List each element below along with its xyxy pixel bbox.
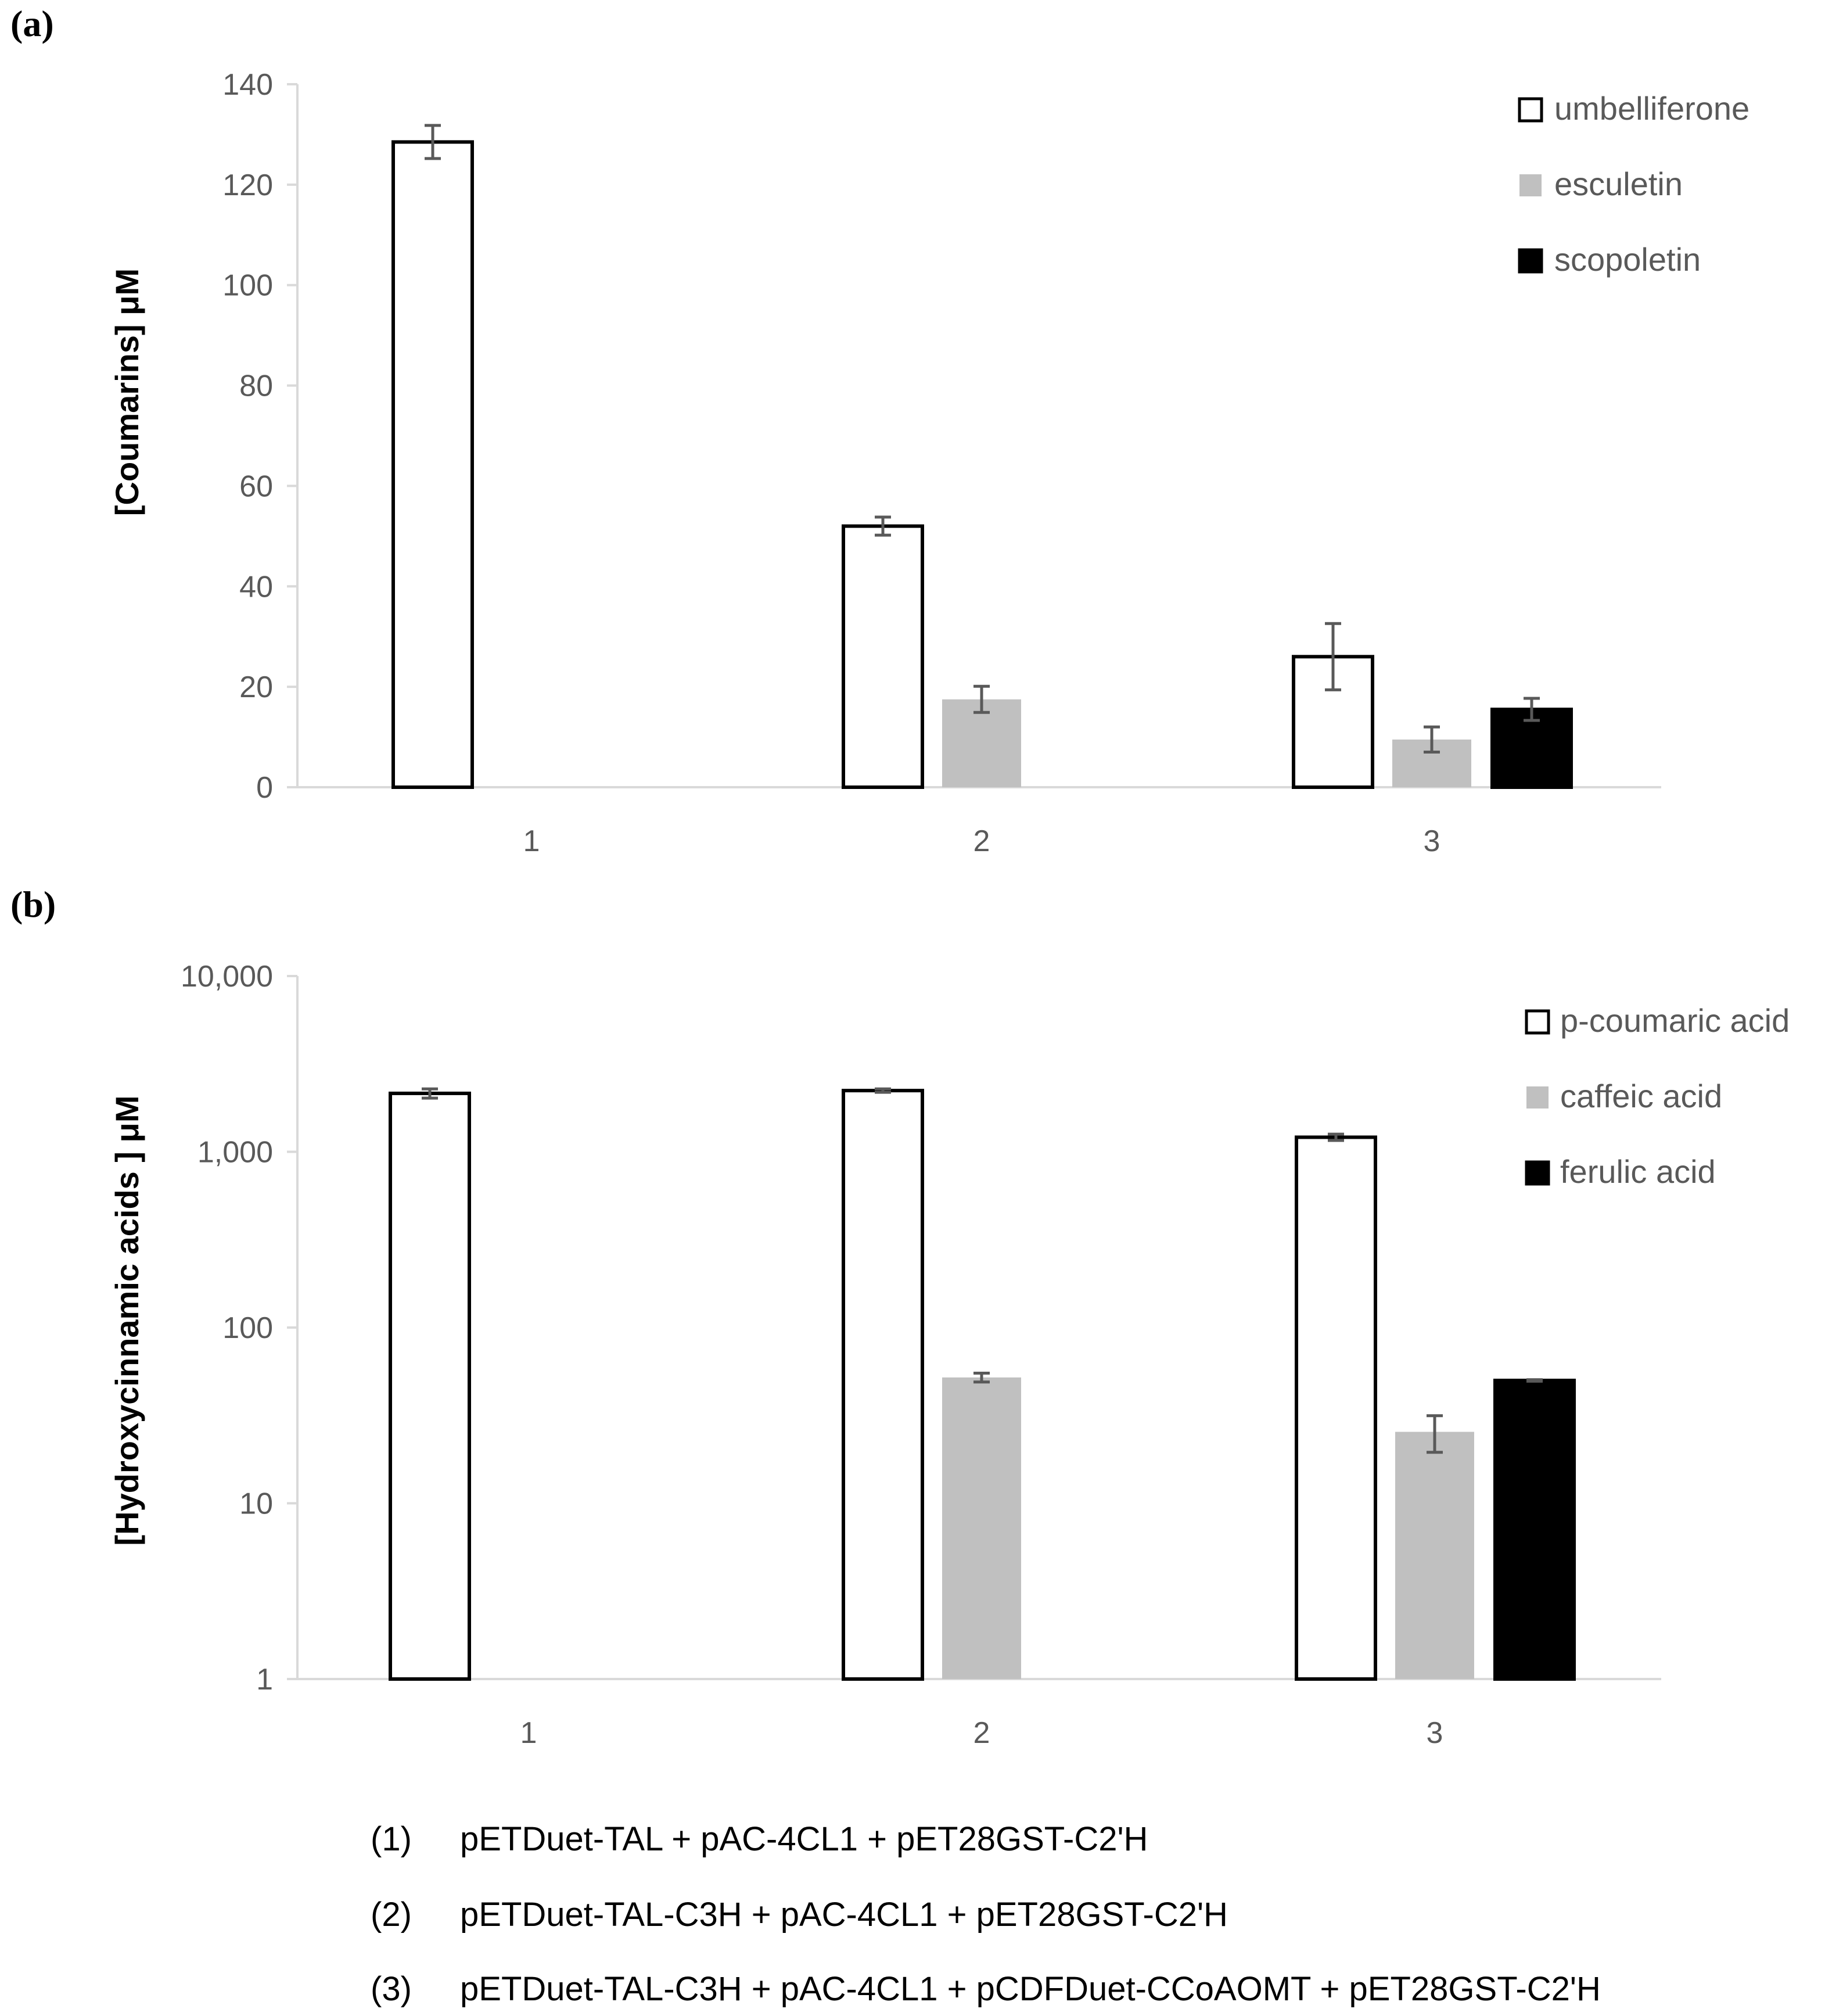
y-tick-label: 1,000 bbox=[197, 1136, 273, 1170]
caption-line-2: (2) pETDuet-TAL-C3H + pAC-4CL1 + pET28GS… bbox=[371, 1896, 1228, 1934]
y-tick-label: 100 bbox=[222, 269, 273, 303]
legend-label: ferulic acid bbox=[1560, 1153, 1716, 1190]
y-tick-label: 120 bbox=[222, 168, 273, 202]
y-tick-label: 1 bbox=[256, 1663, 273, 1696]
panel-a-label: (a) bbox=[10, 3, 54, 44]
bar-caffeic-acid-3 bbox=[1395, 1432, 1474, 1679]
panel-a-chart: (a) [Coumarins] μM 0 20 40 60 80 100 120 140 1 2… bbox=[10, 3, 1749, 858]
caption: (1) pETDuet-TAL + pAC-4CL1 + pET28GST-C2… bbox=[371, 1820, 1601, 2008]
panel-b-chart: (b) [Hydroxycinnamic acids ] μM 1 10 100 1,… bbox=[10, 884, 1790, 1750]
bar-umbelliferone-2 bbox=[842, 524, 924, 789]
x-tick-label: 1 bbox=[523, 824, 540, 858]
panel-a-y-axis-label: [Coumarins] μM bbox=[109, 268, 145, 516]
panel-a-legend: umbelliferone esculetin scopoletin bbox=[1518, 90, 1749, 278]
y-tick-label: 80 bbox=[239, 370, 273, 403]
legend-swatch bbox=[1519, 174, 1542, 196]
bar-p-coumaric-acid-3 bbox=[1295, 1135, 1377, 1681]
legend-label: esculetin bbox=[1554, 166, 1683, 202]
caption-number-2: (2) bbox=[371, 1896, 412, 1934]
y-tick-label: 100 bbox=[222, 1311, 273, 1345]
panel-a-bars bbox=[391, 124, 1573, 790]
bar-caffeic-acid-2 bbox=[942, 1377, 1021, 1679]
y-tick-label: 60 bbox=[239, 469, 273, 503]
bar-esculetin-2 bbox=[942, 699, 1021, 787]
panel-a-y-ticks: 0 20 40 60 80 100 120 140 bbox=[222, 68, 1661, 805]
caption-number-3: (3) bbox=[371, 1970, 412, 2008]
legend-swatch bbox=[1526, 1086, 1549, 1109]
caption-text-3: pETDuet-TAL-C3H + pAC-4CL1 + pCDFDuet-CC… bbox=[460, 1970, 1601, 2008]
legend-label: umbelliferone bbox=[1554, 90, 1749, 127]
panel-b-legend: p-coumaric acid caffeic acid ferulic acid bbox=[1525, 1002, 1790, 1190]
legend-swatch bbox=[1518, 248, 1543, 274]
legend-label: caffeic acid bbox=[1560, 1078, 1722, 1114]
y-tick-label: 40 bbox=[239, 570, 273, 604]
x-tick-label: 3 bbox=[1427, 1716, 1443, 1750]
y-tick-label: 0 bbox=[256, 771, 273, 805]
panel-b-bars bbox=[389, 1087, 1576, 1681]
y-tick-label: 140 bbox=[222, 68, 273, 102]
caption-text-1: pETDuet-TAL + pAC-4CL1 + pET28GST-C2'H bbox=[460, 1820, 1148, 1858]
x-tick-label: 2 bbox=[973, 1716, 990, 1750]
legend-swatch bbox=[1525, 1160, 1550, 1186]
bar-ferulic-acid-3 bbox=[1493, 1379, 1576, 1681]
x-tick-label: 1 bbox=[520, 1716, 537, 1750]
caption-line-1: (1) pETDuet-TAL + pAC-4CL1 + pET28GST-C2… bbox=[371, 1820, 1148, 1858]
caption-number-1: (1) bbox=[371, 1820, 412, 1858]
legend-swatch bbox=[1518, 97, 1543, 123]
panel-b-y-axis-label: [Hydroxycinnamic acids ] μM bbox=[109, 1096, 145, 1546]
x-tick-label: 3 bbox=[1424, 824, 1440, 858]
y-tick-label: 20 bbox=[239, 670, 273, 704]
bar-p-coumaric-acid-2 bbox=[842, 1089, 924, 1681]
legend-label: scopoletin bbox=[1554, 241, 1701, 278]
panel-a-x-ticks: 1 2 3 bbox=[523, 824, 1440, 858]
caption-text-2: pETDuet-TAL-C3H + pAC-4CL1 + pET28GST-C2… bbox=[460, 1896, 1228, 1934]
y-tick-label: 10 bbox=[239, 1487, 273, 1521]
y-tick-label: 10,000 bbox=[181, 960, 273, 993]
panel-b-label: (b) bbox=[10, 884, 56, 925]
bar-p-coumaric-acid-1 bbox=[389, 1091, 471, 1681]
legend-label: p-coumaric acid bbox=[1560, 1002, 1790, 1039]
caption-line-3: (3) pETDuet-TAL-C3H + pAC-4CL1 + pCDFDue… bbox=[371, 1970, 1601, 2008]
legend-swatch bbox=[1525, 1009, 1550, 1035]
x-tick-label: 2 bbox=[973, 824, 990, 858]
panel-b-x-ticks: 1 2 3 bbox=[520, 1716, 1443, 1750]
bar-umbelliferone-1 bbox=[391, 140, 474, 790]
